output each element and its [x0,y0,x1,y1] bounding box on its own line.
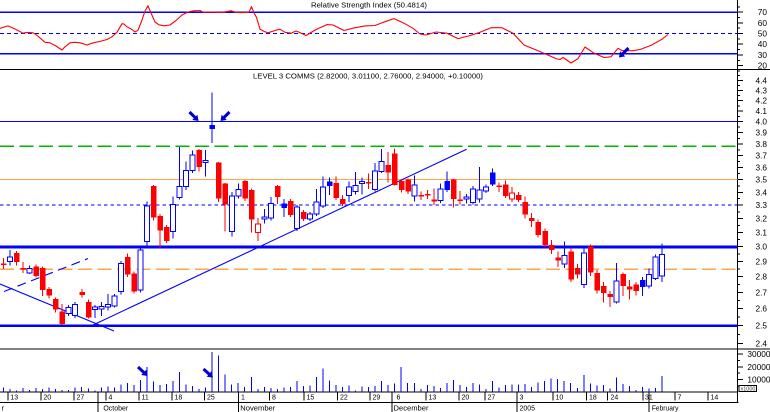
svg-text:1: 1 [241,395,245,402]
svg-text:10000: 10000 [747,375,770,385]
svg-text:3.2: 3.2 [755,214,767,224]
svg-text:40: 40 [758,39,768,49]
svg-text:2.9: 2.9 [755,256,767,266]
svg-text:3.6: 3.6 [755,162,767,172]
svg-text:31: 31 [645,395,653,402]
svg-text:30: 30 [758,50,768,60]
svg-text:2.4: 2.4 [755,338,767,348]
svg-text:8: 8 [272,395,276,402]
svg-text:4.4: 4.4 [755,75,767,85]
svg-text:6: 6 [397,395,401,402]
svg-text:2005: 2005 [520,404,536,412]
svg-text:November: November [240,404,275,412]
svg-text:18: 18 [589,395,597,402]
svg-text:11: 11 [142,395,149,402]
svg-text:4.0: 4.0 [755,117,767,127]
svg-text:4.3: 4.3 [755,85,767,95]
svg-text:25: 25 [207,395,215,402]
svg-text:4.2: 4.2 [755,96,767,106]
svg-text:3.7: 3.7 [755,151,767,161]
svg-text:4.1: 4.1 [755,106,767,116]
svg-text:20: 20 [43,395,51,402]
svg-text:20: 20 [758,61,768,71]
svg-text:70: 70 [758,7,768,17]
svg-text:r: r [2,404,5,412]
svg-text:10: 10 [556,395,564,402]
svg-text:3.5: 3.5 [755,175,767,185]
svg-text:December: December [394,404,429,412]
svg-text:3.4: 3.4 [755,187,767,197]
svg-text:3.9: 3.9 [755,128,767,138]
svg-text:27: 27 [488,395,496,402]
svg-text:2.8: 2.8 [755,272,767,282]
svg-text:50: 50 [758,29,768,39]
svg-text:2.6: 2.6 [755,304,767,314]
svg-text:20000: 20000 [747,362,770,372]
svg-text:2.7: 2.7 [755,287,767,297]
svg-text:60: 60 [758,18,768,28]
svg-text:13: 13 [10,395,18,402]
svg-text:4: 4 [109,395,113,402]
svg-text:3.1: 3.1 [755,227,767,237]
svg-text:7: 7 [678,395,682,402]
svg-text:Relative Strength Index (50.48: Relative Strength Index (50.4814) [311,1,428,10]
svg-text:24: 24 [611,395,619,402]
svg-text:February: February [652,404,679,412]
svg-text:3.0: 3.0 [755,242,767,252]
svg-text:27: 27 [77,395,85,402]
svg-text:30000: 30000 [747,349,770,359]
svg-text:3: 3 [520,395,524,402]
svg-text:LEVEL 3 COMMS (2.82000, 3.0110: LEVEL 3 COMMS (2.82000, 3.01100, 2.76000… [253,72,484,81]
svg-text:20: 20 [462,395,470,402]
svg-text:3.8: 3.8 [755,139,767,149]
svg-text:22: 22 [340,395,348,402]
svg-text:2.5: 2.5 [755,321,767,331]
svg-text:x1000: x1000 [741,387,756,393]
svg-text:3.3: 3.3 [755,200,767,210]
svg-text:29: 29 [373,395,381,402]
svg-text:13: 13 [429,395,437,402]
svg-text:October: October [103,404,128,412]
svg-text:18: 18 [175,395,183,402]
svg-text:14: 14 [711,395,719,402]
svg-text:15: 15 [307,395,315,402]
